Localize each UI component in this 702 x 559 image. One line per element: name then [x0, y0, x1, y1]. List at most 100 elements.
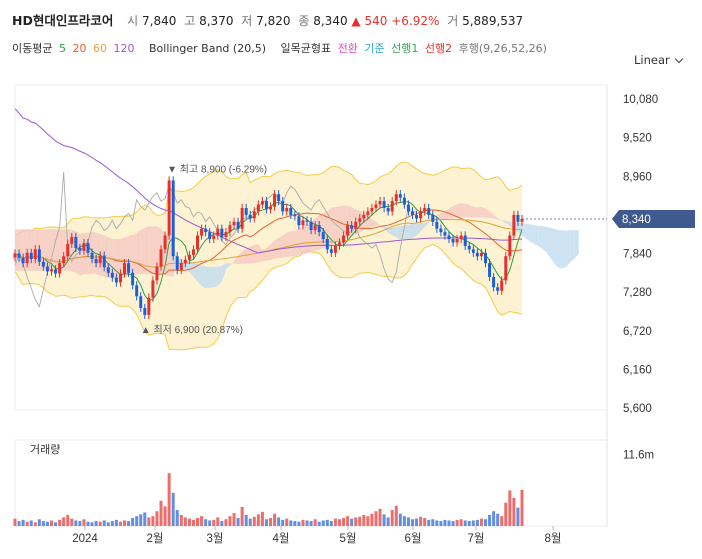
ichimoku-cloud-segment	[489, 211, 494, 219]
candle-body	[264, 201, 268, 210]
volume-bar	[220, 521, 224, 526]
volume-bar	[459, 519, 463, 526]
candle-body	[342, 235, 346, 243]
candle-body	[325, 239, 329, 250]
y-tick-label: 6,160	[623, 364, 652, 376]
ichimoku-cloud-segment	[351, 206, 356, 237]
ichimoku-cloud-segment	[477, 206, 482, 218]
volume-bar	[58, 519, 62, 526]
candle-body	[354, 221, 358, 229]
y-tick-label: 7,840	[623, 249, 652, 261]
volume-title: 거래량	[30, 443, 60, 456]
volume-bar	[118, 521, 122, 526]
volume-bar	[455, 519, 459, 526]
volume-bar	[500, 516, 504, 526]
scale-selector[interactable]: Linear	[634, 53, 683, 67]
candle-body	[281, 201, 285, 212]
ichimoku-cloud-segment	[197, 264, 202, 286]
candle-body	[224, 232, 228, 237]
volume-bar	[431, 519, 435, 526]
candle-body	[37, 249, 41, 262]
candle-body	[110, 272, 114, 278]
volume-bar	[98, 521, 102, 526]
x-tick-label: 3월	[207, 532, 224, 545]
candle-body	[337, 242, 341, 246]
ichimoku-turn-legend[interactable]: 전환	[337, 42, 358, 55]
candle-body	[212, 235, 216, 240]
ichimoku-span2-legend[interactable]: 선행2	[424, 42, 453, 55]
volume-bar	[127, 521, 131, 526]
candle-body	[256, 204, 260, 212]
candle-body	[167, 180, 171, 236]
ichimoku-cloud-segment	[481, 206, 486, 218]
high-value: 8,370	[199, 14, 234, 28]
high-label: 고	[184, 14, 196, 28]
ichimoku-base-legend[interactable]: 기준	[364, 42, 385, 55]
candle-body	[362, 214, 366, 219]
candle-body	[13, 253, 17, 258]
volume-bar	[200, 516, 204, 526]
ma20-legend[interactable]: 20	[72, 42, 87, 55]
volume-bar	[496, 513, 500, 526]
ichimoku-cloud-segment	[440, 211, 445, 220]
ichimoku-cloud-segment	[335, 206, 340, 243]
volume-bar	[212, 519, 216, 526]
change-pct: +6.92%	[391, 14, 440, 28]
x-tick-label: 5월	[340, 532, 357, 545]
volume-bar	[82, 519, 86, 526]
open-value: 7,840	[142, 14, 177, 28]
candle-body	[187, 254, 191, 260]
volume-bar	[439, 521, 443, 526]
volume-bar	[41, 521, 45, 526]
low-value: 7,820	[256, 14, 291, 28]
ma60-legend[interactable]: 60	[92, 42, 107, 55]
candle-body	[208, 232, 212, 240]
ichimoku-cloud-segment	[404, 224, 409, 240]
volume-bar	[483, 519, 487, 526]
volume-label: 거	[447, 14, 459, 28]
candle-body	[62, 256, 66, 264]
ichimoku-cloud-segment	[412, 223, 417, 238]
volume-bar	[463, 520, 467, 526]
volume-bar	[106, 522, 110, 526]
candle-body	[471, 249, 475, 253]
candle-body	[285, 207, 289, 212]
volume-bar	[50, 520, 54, 526]
ichimoku-span1-legend[interactable]: 선행1	[391, 42, 419, 55]
volume-bar	[402, 516, 406, 526]
volume-bar	[102, 520, 106, 526]
ichimoku-cloud-segment	[448, 206, 454, 219]
indicator-legend: 이동평균 5 20 60 120 Bollinger Band (20,5) 일…	[12, 40, 550, 56]
ichimoku-cloud-segment	[27, 229, 32, 271]
volume-bar	[398, 513, 402, 526]
ichimoku-cloud-segment	[221, 263, 226, 282]
candle-body	[21, 257, 25, 264]
candle-body	[467, 245, 471, 250]
stock-name: HD현대인프라코어	[12, 13, 114, 28]
volume-bar	[386, 517, 390, 526]
ichimoku-cloud-segment	[367, 216, 372, 229]
candle-body	[17, 253, 21, 258]
current-price-tag	[612, 210, 695, 229]
volume-bar	[415, 518, 419, 526]
ichimoku-cloud-segment	[217, 265, 222, 286]
candle-body	[33, 249, 37, 260]
ichimoku-cloud-segment	[388, 227, 393, 236]
x-tick-label: 4월	[273, 532, 290, 545]
volume-bar	[508, 490, 512, 526]
volume-bar	[240, 506, 244, 526]
volume-bar	[94, 521, 98, 526]
volume-bar	[208, 520, 212, 526]
candle-body	[135, 285, 139, 297]
close-value: 8,340	[313, 14, 348, 28]
ma120-legend[interactable]: 120	[113, 42, 135, 55]
volume-bar	[70, 518, 74, 526]
ichimoku-lag-legend[interactable]: 후행(9,26,52,26)	[458, 42, 547, 55]
candle-body	[386, 207, 390, 212]
candle-body	[488, 263, 492, 277]
ichimoku-cloud-segment	[400, 225, 405, 240]
bollinger-legend[interactable]: Bollinger Band (20,5)	[148, 42, 266, 55]
candle-body	[171, 180, 175, 257]
ma5-legend[interactable]: 5	[58, 42, 66, 55]
